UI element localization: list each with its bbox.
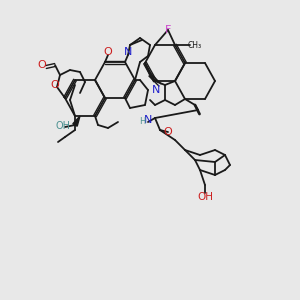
Text: N: N <box>152 85 160 95</box>
Text: H: H <box>139 118 145 127</box>
Polygon shape <box>73 116 80 126</box>
Text: O: O <box>38 60 46 70</box>
Text: CH₃: CH₃ <box>188 40 202 50</box>
Text: O: O <box>51 80 59 90</box>
Text: OH: OH <box>197 192 213 202</box>
Text: OH: OH <box>56 121 70 131</box>
Text: O: O <box>164 127 172 137</box>
Text: F: F <box>165 25 171 35</box>
Text: O: O <box>103 47 112 57</box>
Text: N: N <box>144 115 152 125</box>
Text: N: N <box>124 47 132 57</box>
